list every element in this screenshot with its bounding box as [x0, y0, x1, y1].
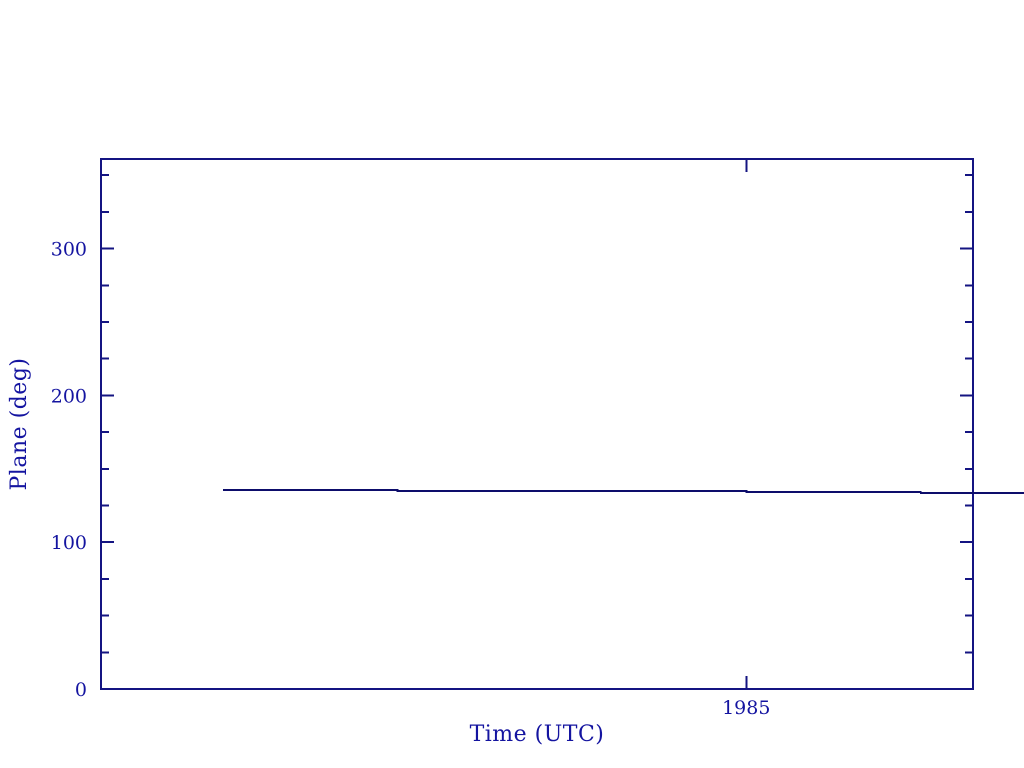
y-tick-label: 200 — [51, 385, 87, 407]
x-axis-tick-labels: 1985200020152030 — [722, 697, 770, 719]
y-axis-minor-ticks — [101, 174, 973, 654]
y-tick-label: 0 — [75, 679, 87, 701]
y-axis-title: Plane (deg) — [7, 358, 32, 491]
x-axis-title: Time (UTC) — [470, 722, 605, 747]
plot-frame — [99, 157, 975, 691]
y-axis-tick-labels: 0 100 200 300 — [51, 239, 87, 701]
x-axis-major-ticks — [745, 159, 748, 689]
plane-angle-curve — [223, 489, 1024, 494]
x-tick-label: 1985 — [722, 697, 770, 719]
y-tick-label: 300 — [51, 239, 87, 261]
y-tick-label: 100 — [51, 532, 87, 554]
y-axis-major-ticks — [101, 247, 973, 690]
